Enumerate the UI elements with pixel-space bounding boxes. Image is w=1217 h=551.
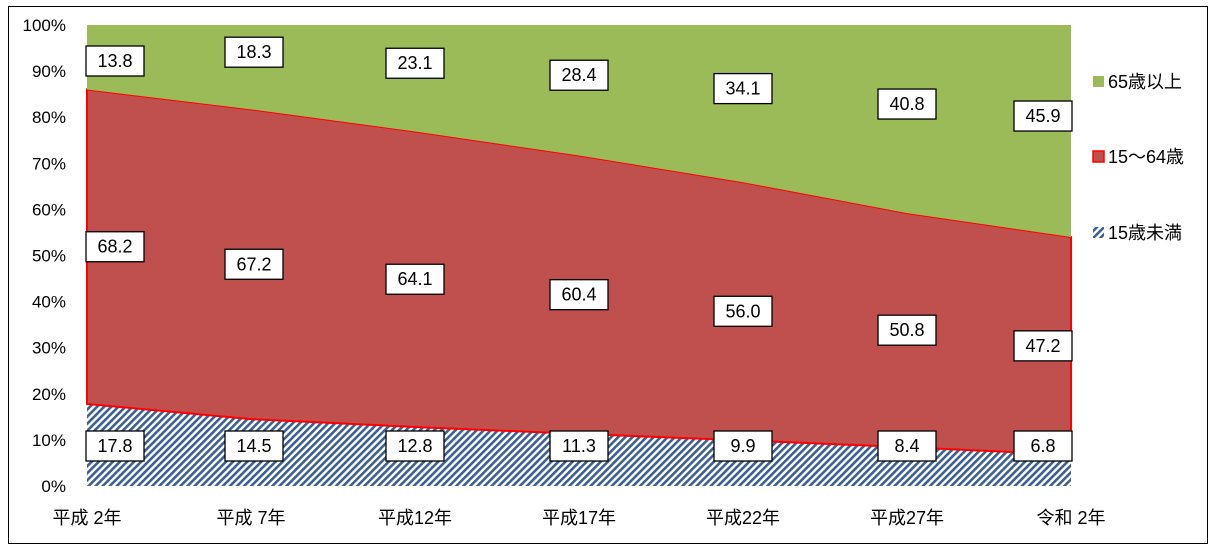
data-label-box [1013, 100, 1073, 132]
data-label-text: 17.8 [97, 436, 132, 456]
y-tick-label: 60% [32, 200, 66, 219]
legend-swatch [1093, 227, 1104, 238]
y-tick-label: 90% [32, 62, 66, 81]
x-category-label: 平成22年 [706, 508, 780, 528]
legend-label: 65歳以上 [1108, 72, 1182, 92]
legend-item-under15: 15歳未満 [1093, 223, 1182, 243]
data-label-under15: 8.4 [877, 430, 937, 462]
data-label-text: 13.8 [97, 51, 132, 71]
data-label-15to64: 50.8 [877, 314, 937, 346]
y-tick-label: 100% [23, 16, 66, 35]
y-tick-label: 50% [32, 247, 66, 266]
legend-swatch [1093, 76, 1104, 87]
data-label-box [85, 231, 145, 263]
data-label-under15: 11.3 [549, 430, 609, 462]
data-label-15to64: 56.0 [713, 295, 773, 327]
x-category-label: 平成 2年 [52, 508, 121, 528]
data-label-box [549, 59, 609, 91]
data-label-text: 14.5 [236, 436, 271, 456]
data-label-box [385, 47, 445, 79]
data-label-box [1013, 430, 1073, 462]
x-category-label: 平成12年 [378, 508, 452, 528]
area-65plus [87, 25, 1071, 238]
x-category-label: 平成17年 [542, 508, 616, 528]
data-label-15to64: 60.4 [549, 279, 609, 311]
legend-label: 15〜64歳 [1108, 147, 1184, 167]
data-label-text: 18.3 [236, 42, 271, 62]
legend-swatch [1092, 150, 1105, 163]
data-label-text: 67.2 [236, 254, 271, 274]
data-label-text: 28.4 [561, 65, 596, 85]
y-tick-label: 10% [32, 431, 66, 450]
y-tick-label: 0% [41, 477, 66, 496]
data-label-under15: 6.8 [1013, 430, 1073, 462]
data-label-text: 68.2 [97, 237, 132, 257]
data-label-box [549, 279, 609, 311]
data-label-box [877, 88, 937, 120]
data-label-box [549, 430, 609, 462]
data-label-box [224, 36, 284, 68]
data-label-box [85, 430, 145, 462]
data-label-15to64: 68.2 [85, 231, 145, 263]
data-label-text: 56.0 [725, 301, 760, 321]
data-label-65plus: 34.1 [713, 72, 773, 105]
y-tick-label: 20% [32, 385, 66, 404]
data-label-text: 6.8 [1030, 436, 1055, 456]
data-label-text: 12.8 [397, 436, 432, 456]
data-label-text: 9.9 [730, 436, 755, 456]
data-label-65plus: 40.8 [877, 88, 937, 120]
data-label-box [713, 430, 773, 462]
data-label-box [877, 430, 937, 462]
data-label-box [385, 430, 445, 462]
data-label-box [85, 45, 145, 77]
data-label-15to64: 64.1 [385, 263, 445, 295]
x-category-label: 令和 2年 [1036, 508, 1105, 528]
data-label-text: 45.9 [1025, 106, 1060, 126]
data-label-65plus: 13.8 [85, 45, 145, 77]
data-label-text: 64.1 [397, 269, 432, 289]
data-label-under15: 17.8 [85, 430, 145, 462]
data-label-box [385, 263, 445, 295]
data-label-box [713, 72, 773, 105]
data-label-15to64: 47.2 [1013, 330, 1073, 362]
data-label-65plus: 45.9 [1013, 100, 1073, 132]
data-label-text: 50.8 [889, 320, 924, 340]
data-label-65plus: 23.1 [385, 47, 445, 79]
data-label-65plus: 18.3 [224, 36, 284, 68]
y-tick-label: 30% [32, 339, 66, 358]
legend-item-65plus: 65歳以上 [1093, 72, 1182, 92]
x-category-label: 平成 7年 [216, 508, 285, 528]
y-tick-label: 80% [32, 108, 66, 127]
data-label-under15: 9.9 [713, 430, 773, 462]
data-label-box [1013, 330, 1073, 362]
data-label-65plus: 28.4 [549, 59, 609, 91]
data-label-box [224, 248, 284, 280]
y-tick-label: 70% [32, 154, 66, 173]
legend-label: 15歳未満 [1108, 223, 1182, 243]
data-label-text: 23.1 [397, 53, 432, 73]
data-label-text: 8.4 [894, 436, 919, 456]
data-label-text: 40.8 [889, 94, 924, 114]
data-label-15to64: 67.2 [224, 248, 284, 280]
data-label-box [713, 295, 773, 327]
legend-item-15to64: 15〜64歳 [1092, 147, 1184, 167]
data-label-under15: 12.8 [385, 430, 445, 462]
data-label-text: 60.4 [561, 285, 596, 305]
y-tick-label: 40% [32, 293, 66, 312]
data-label-text: 11.3 [562, 436, 596, 456]
x-category-label: 平成27年 [870, 508, 944, 528]
data-label-text: 34.1 [725, 79, 760, 99]
data-label-box [877, 314, 937, 346]
data-label-under15: 14.5 [224, 430, 284, 462]
data-label-box [224, 430, 284, 462]
data-label-text: 47.2 [1025, 336, 1060, 356]
